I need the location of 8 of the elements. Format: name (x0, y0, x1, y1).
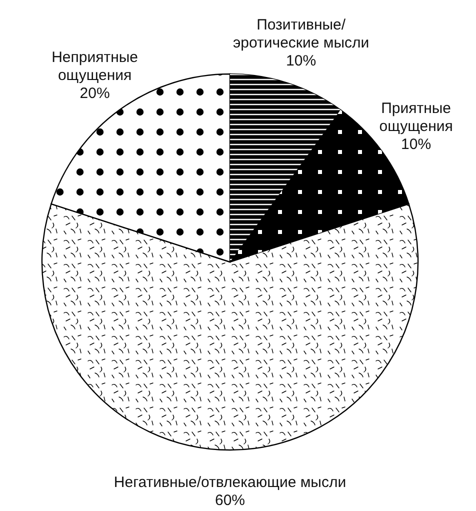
data-label: 20% (80, 84, 110, 102)
slice-label: Позитивные/ эротические мысли (233, 16, 370, 52)
slice-label: Негативные/отвлекающие мысли (114, 474, 346, 491)
slice-label: Приятные ощущения (379, 100, 453, 135)
data-label: 10% (286, 52, 316, 70)
data-label: 10% (401, 136, 432, 153)
slice-label: Неприятные ощущения (52, 48, 138, 84)
data-label: 60% (214, 492, 246, 509)
